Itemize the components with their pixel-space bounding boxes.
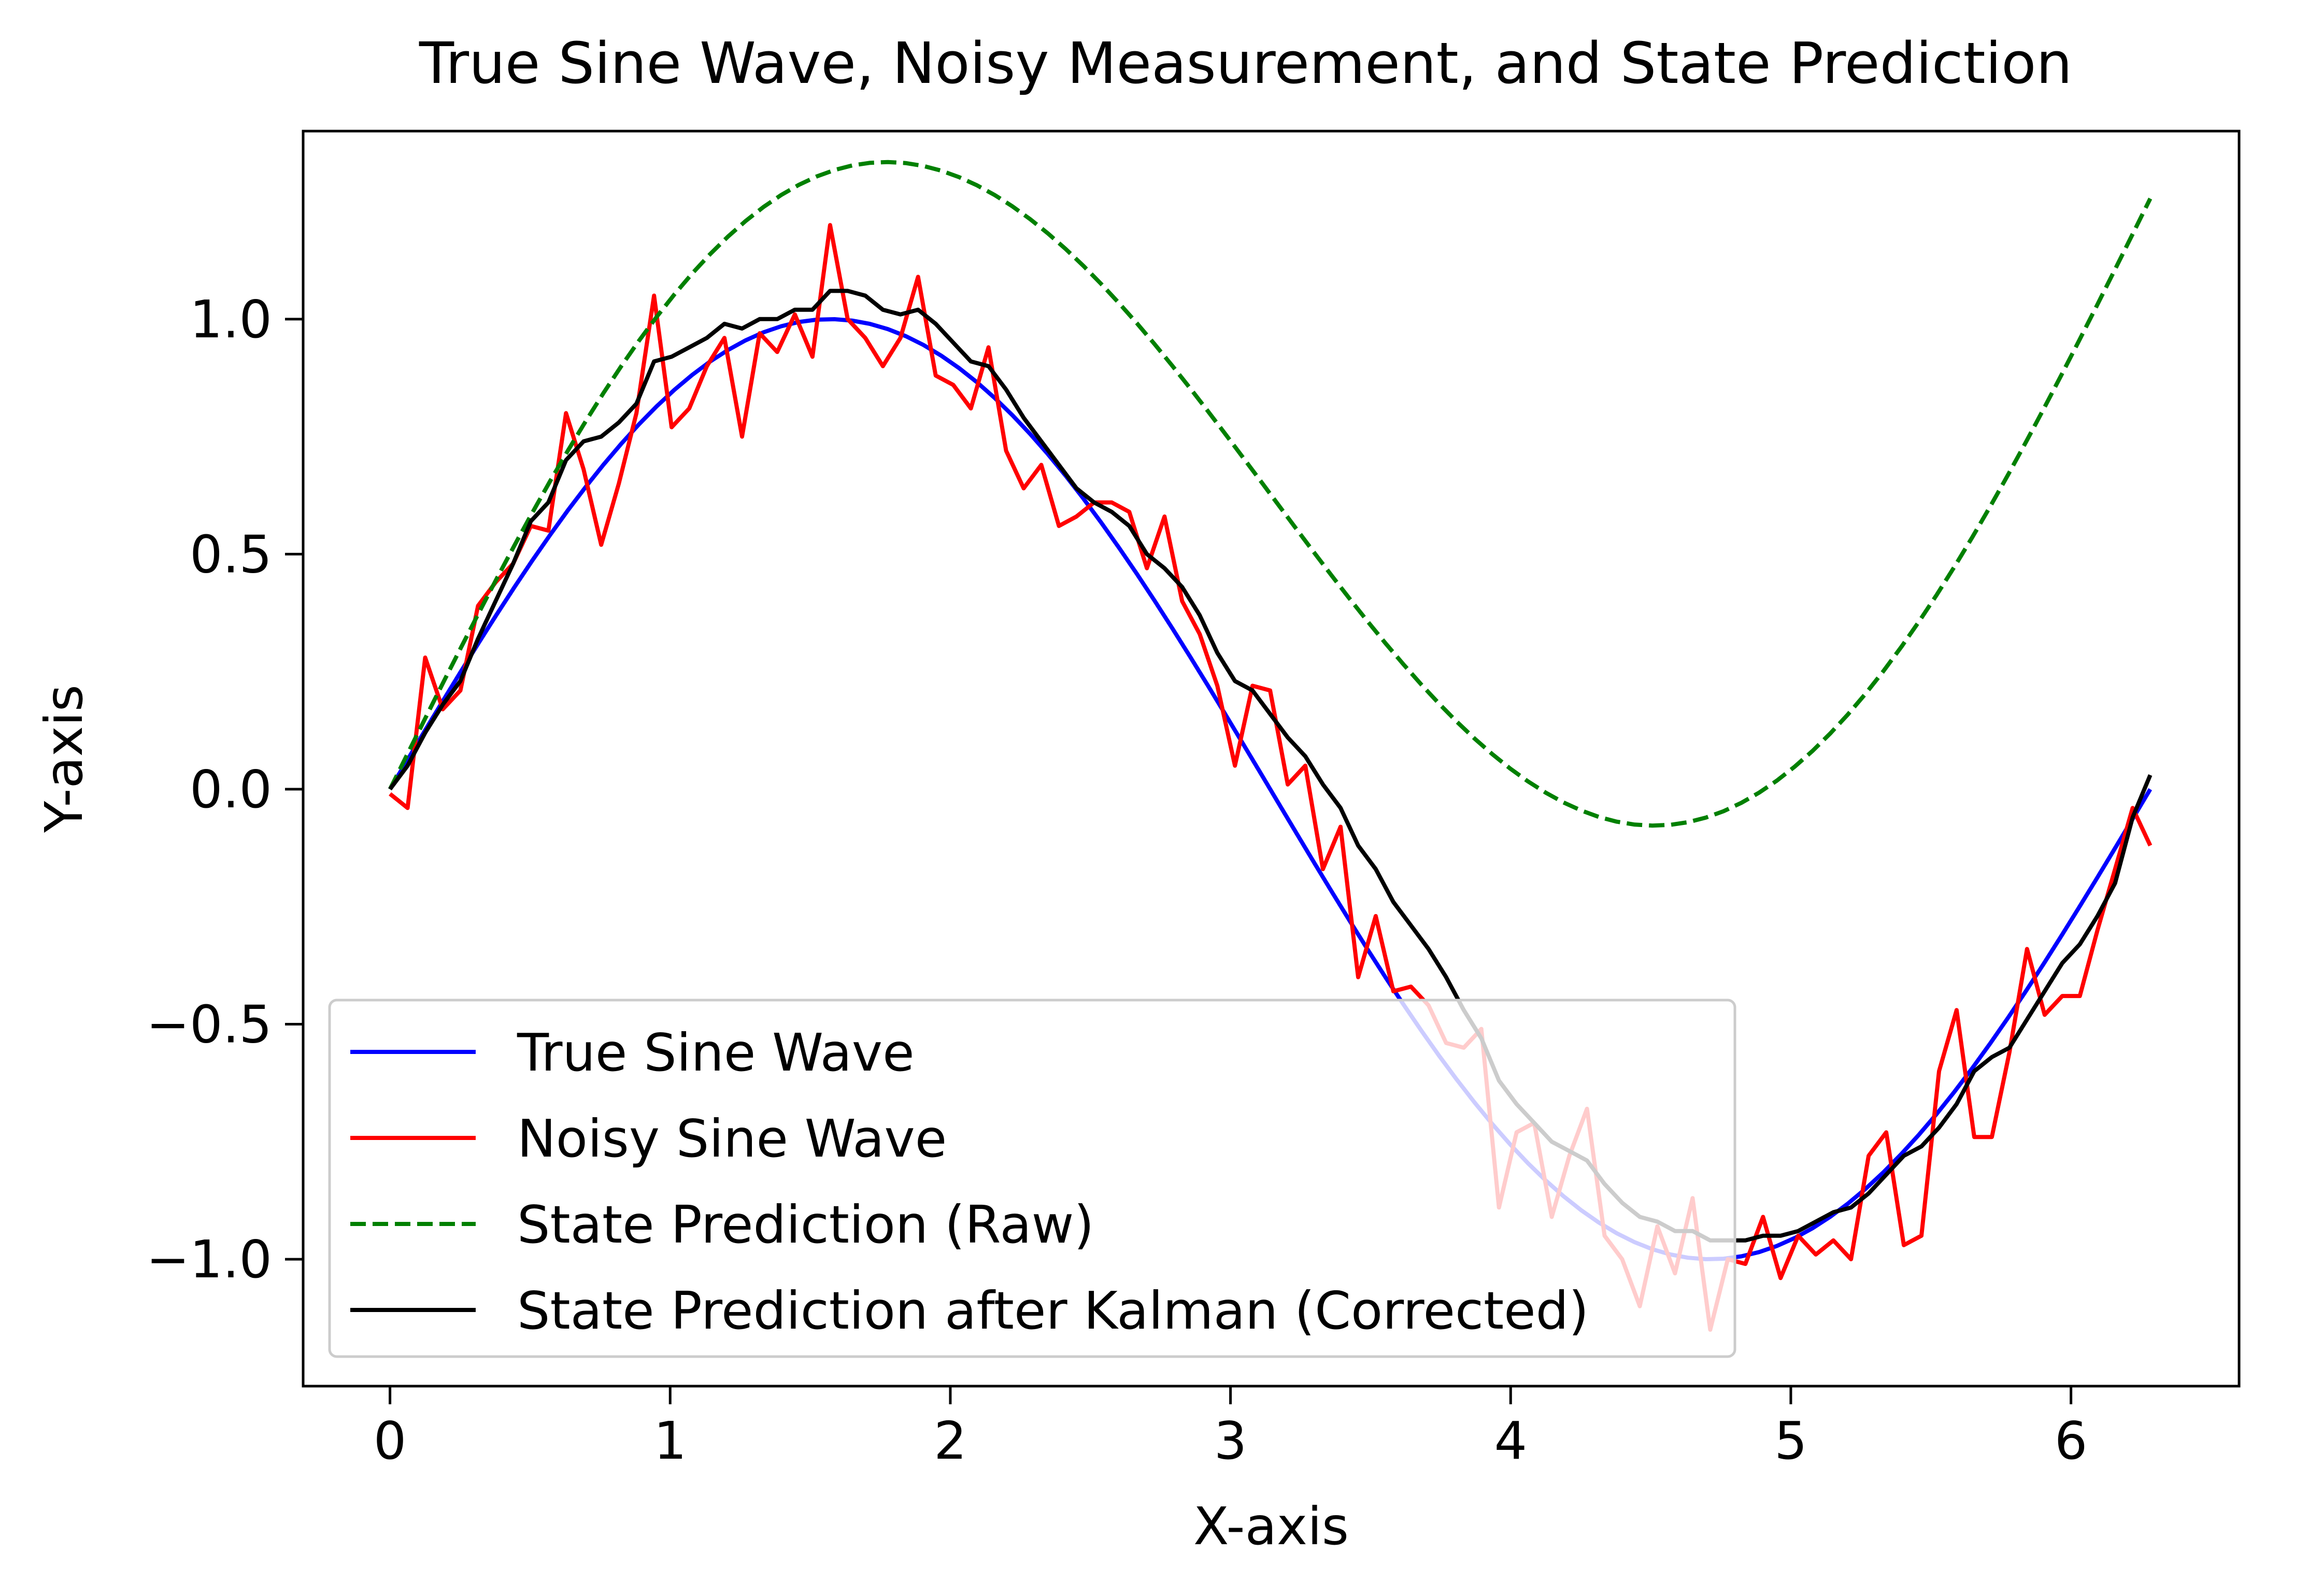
x-tick-label: 1 (653, 1410, 687, 1471)
series-line-2 (389, 223, 2153, 1332)
legend: True Sine Wave Noisy Sine Wave State Predi… (328, 999, 1736, 1358)
y-tick-label: 0.5 (190, 524, 272, 585)
y-tick-label: −0.5 (146, 994, 272, 1055)
x-axis-label: X-axis (1193, 1496, 1349, 1557)
y-axis: −1.0 −0.5 0.0 0.5 1.0 (146, 289, 303, 1290)
x-axis: 0 1 2 3 4 5 6 (374, 1386, 2088, 1471)
plot-series (388, 160, 2153, 1332)
legend-label: State Prediction after Kalman (Corrected… (517, 1280, 1589, 1341)
y-axis-label: Y-axis (34, 685, 94, 833)
series-line-3 (388, 160, 2153, 828)
series-line-4 (388, 289, 2153, 1243)
y-tick-label: −1.0 (146, 1229, 272, 1290)
legend-box (328, 999, 1736, 1358)
x-tick-label: 5 (1774, 1410, 1807, 1471)
y-tick-label: 1.0 (190, 289, 272, 350)
x-tick-label: 4 (1494, 1410, 1527, 1471)
x-tick-label: 0 (374, 1410, 407, 1471)
plot-frame (302, 130, 2241, 1388)
x-tick-label: 6 (2055, 1410, 2088, 1471)
x-tick-label: 3 (1214, 1410, 1247, 1471)
legend-label: Noisy Sine Wave (517, 1108, 947, 1169)
legend-label: True Sine Wave (517, 1022, 915, 1083)
legend-label: State Prediction (Raw) (517, 1194, 1094, 1255)
y-tick-label: 0.0 (190, 759, 272, 820)
series-line-1 (388, 317, 2153, 1261)
x-tick-label: 2 (934, 1410, 967, 1471)
chart-title: True Sine Wave, Noisy Measurement, and S… (419, 30, 2072, 96)
